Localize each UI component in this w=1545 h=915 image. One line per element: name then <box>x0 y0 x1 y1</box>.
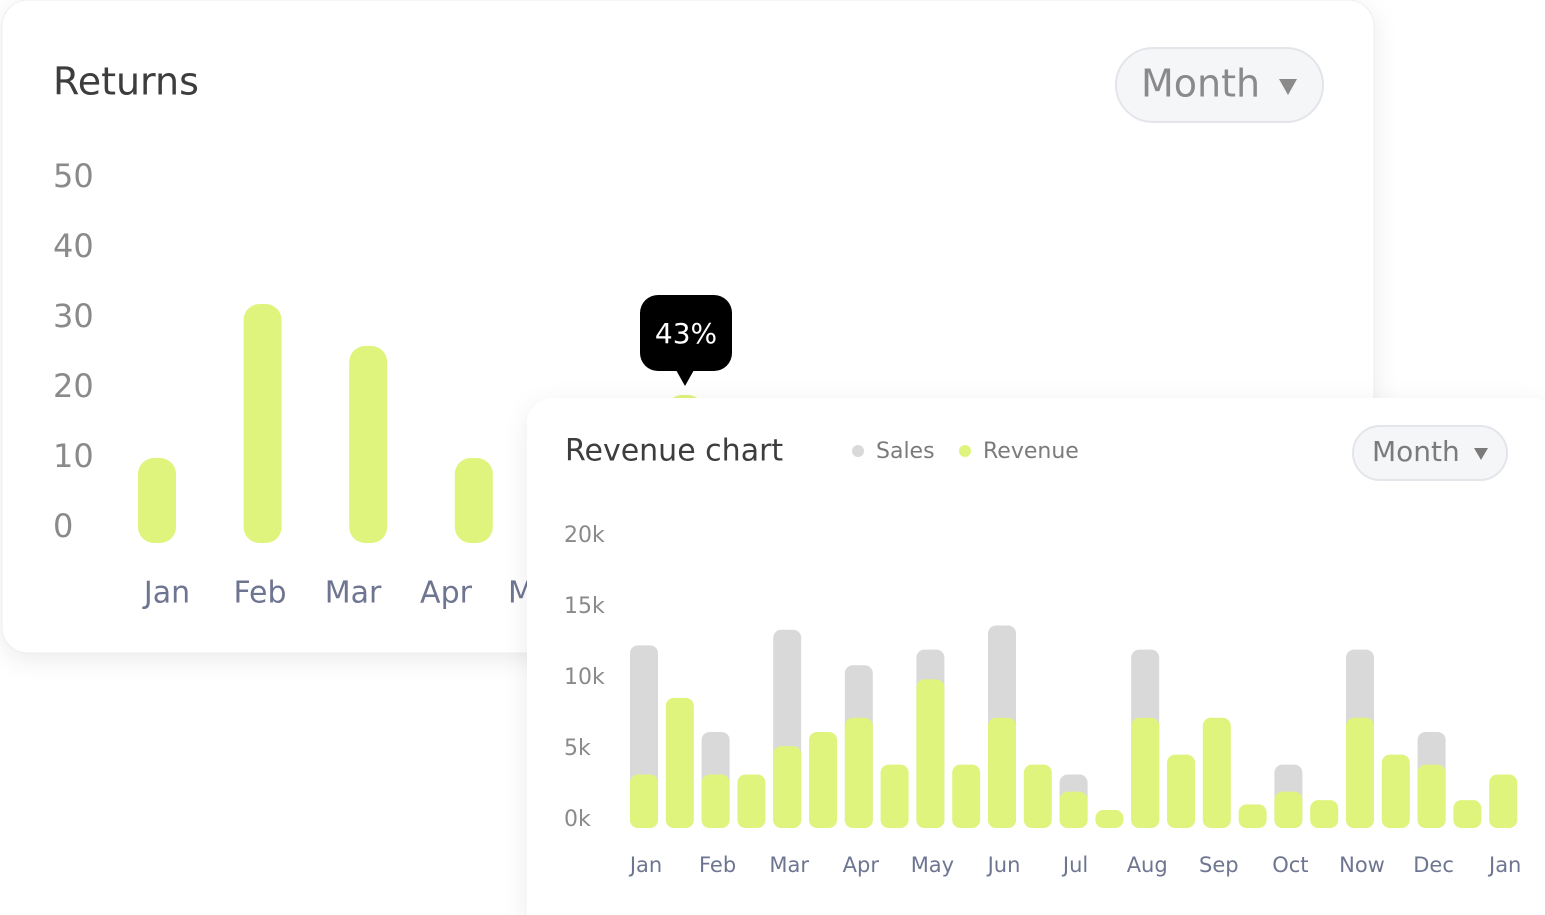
y-tick-label: 5k <box>564 736 591 761</box>
y-tick-label: 0 <box>53 507 73 545</box>
dropdown-box[interactable] <box>1352 425 1508 481</box>
bar <box>844 717 873 828</box>
bar <box>952 764 981 828</box>
bar <box>630 774 658 828</box>
revenue-card: Revenue chart Month 0k 5k 10k 15k 20k Jan Feb M… <box>527 398 1545 915</box>
dropdown-arrow <box>1474 448 1488 460</box>
dropdown-box[interactable] <box>1115 47 1324 123</box>
x-tick-label: Apr <box>420 576 473 611</box>
plot: 01020304050JanFebMarAprMay <box>53 157 704 611</box>
tooltip-box <box>640 295 732 371</box>
bar <box>1238 804 1267 828</box>
x-tick-label: Aug <box>1127 853 1168 877</box>
month-dropdown[interactable]: Month <box>1352 425 1508 481</box>
bar <box>1274 791 1303 828</box>
bar <box>1381 754 1410 828</box>
x-tick-label: Feb <box>233 576 286 611</box>
bar <box>1059 791 1088 828</box>
bar <box>988 717 1016 828</box>
x-tick-label: Jan <box>142 576 190 611</box>
x-tick-label: Sep <box>1199 853 1239 877</box>
dropdown-label[interactable]: Month <box>1372 435 1460 468</box>
card-title: Revenue chart <box>565 434 783 469</box>
bar <box>880 764 909 828</box>
bar <box>916 679 945 828</box>
x-tick-label: Feb <box>699 853 736 877</box>
x-tick-label: Now <box>1339 853 1385 877</box>
legend-label: Revenue <box>983 439 1079 464</box>
x-tick-label: Dec <box>1413 853 1454 877</box>
x-tick-label: Jul <box>1061 853 1088 877</box>
legend-marker <box>852 445 864 457</box>
x-tick-label: Jun <box>986 853 1021 877</box>
bar <box>1095 810 1124 828</box>
month-dropdown[interactable]: Month <box>1115 47 1324 123</box>
card-title: Returns <box>53 60 199 104</box>
bar <box>1346 717 1374 828</box>
x-tick-label: Oct <box>1272 853 1308 877</box>
bar <box>1167 754 1195 828</box>
plot: 0k 5k 10k 15k 20k Jan Feb Mar Apr May Jun Jul Aug Sep… <box>564 523 1521 877</box>
bar <box>243 304 282 543</box>
bar <box>1202 717 1231 828</box>
legend-label: Sales <box>876 439 935 464</box>
x-tick-label: May <box>911 853 954 877</box>
y-tick-label: 50 <box>53 157 94 195</box>
bar <box>1131 717 1160 828</box>
bar <box>349 346 388 543</box>
dropdown-arrow <box>1279 79 1297 95</box>
legend-marker <box>959 445 971 457</box>
bar <box>1489 774 1518 828</box>
bar <box>701 774 730 828</box>
bar <box>1417 764 1446 828</box>
bar <box>454 458 493 543</box>
x-tick-label: Mar <box>769 853 809 877</box>
y-tick-label: 10k <box>564 665 605 690</box>
y-tick-label: 0k <box>564 807 591 832</box>
y-tick-label: 15k <box>564 594 605 619</box>
x-tick-label: Jan <box>628 853 662 877</box>
y-tick-label: 40 <box>53 227 94 265</box>
y-tick-label: 20k <box>564 523 605 548</box>
bar <box>1453 800 1482 828</box>
bar <box>773 746 802 828</box>
bar <box>809 731 837 828</box>
tooltip: 43% <box>640 295 732 386</box>
x-tick-label: Mar <box>325 576 382 611</box>
y-tick-label: 20 <box>53 367 94 405</box>
bar <box>1023 764 1052 828</box>
y-tick-label: 30 <box>53 297 94 335</box>
y-tick-label: 10 <box>53 437 94 475</box>
bar <box>138 458 176 543</box>
dropdown-label[interactable]: Month <box>1141 62 1260 106</box>
x-tick-label: Apr <box>843 853 880 877</box>
bar <box>737 774 766 828</box>
tooltip-pointer <box>676 370 694 386</box>
tooltip-label: 43% <box>655 317 717 350</box>
bar <box>1310 800 1339 828</box>
x-tick-label: Jan <box>1487 853 1521 877</box>
bar <box>665 697 694 828</box>
